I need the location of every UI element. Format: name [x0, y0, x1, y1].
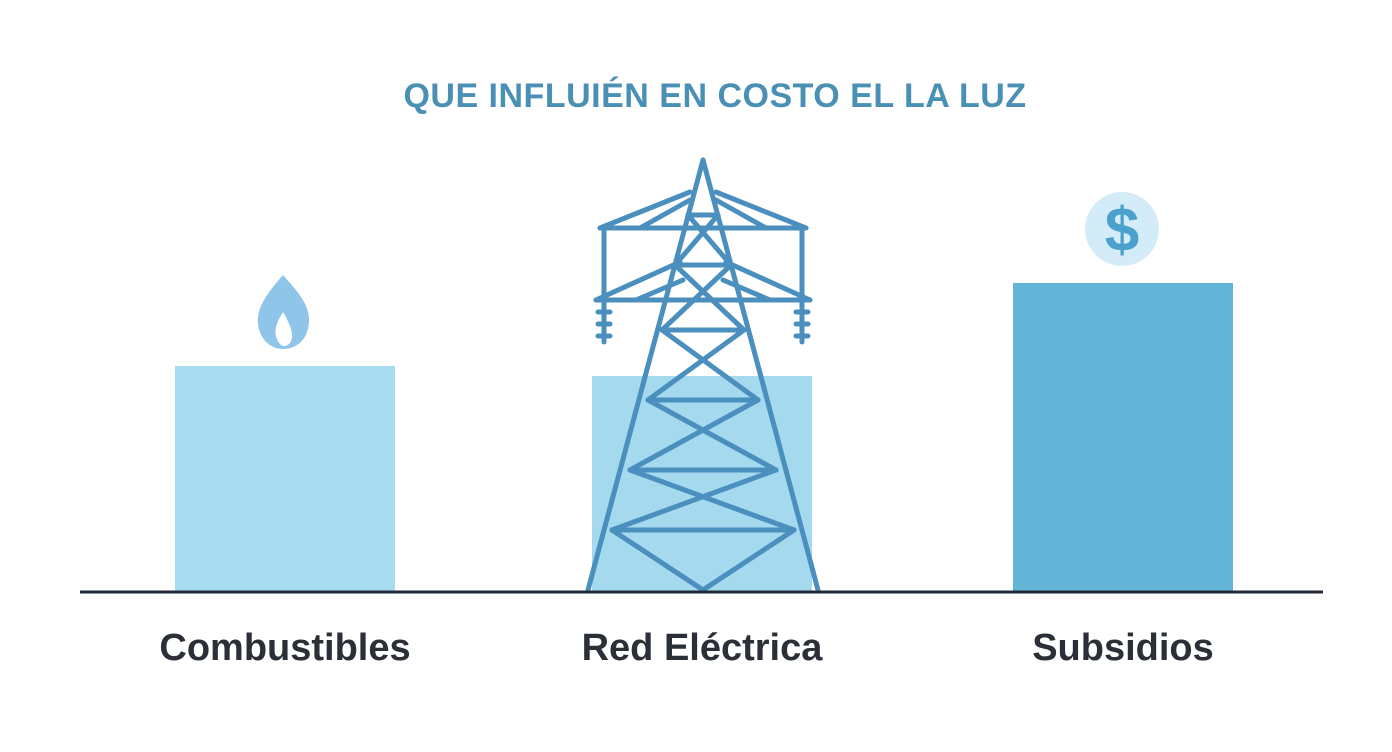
- bars-layer: [175, 283, 1233, 591]
- bar-2: [592, 376, 812, 591]
- category-label-2: Red Eléctrica: [582, 627, 824, 669]
- transmission-tower-icon: [585, 157, 821, 593]
- bar-1: [175, 366, 395, 591]
- svg-text:$: $: [1105, 196, 1139, 265]
- category-label-3: Subsidios: [1032, 627, 1214, 669]
- category-label-1: Combustibles: [159, 627, 410, 669]
- category-labels: Combustibles Red Eléctrica Subsidios: [159, 627, 1213, 669]
- chart-title: QUE INFLUIÉN EN COSTO EL LA LUZ: [403, 77, 1026, 115]
- dollar-coin-icon: $: [1085, 192, 1159, 266]
- bar-3: [1013, 283, 1233, 591]
- flame-icon: [257, 275, 310, 349]
